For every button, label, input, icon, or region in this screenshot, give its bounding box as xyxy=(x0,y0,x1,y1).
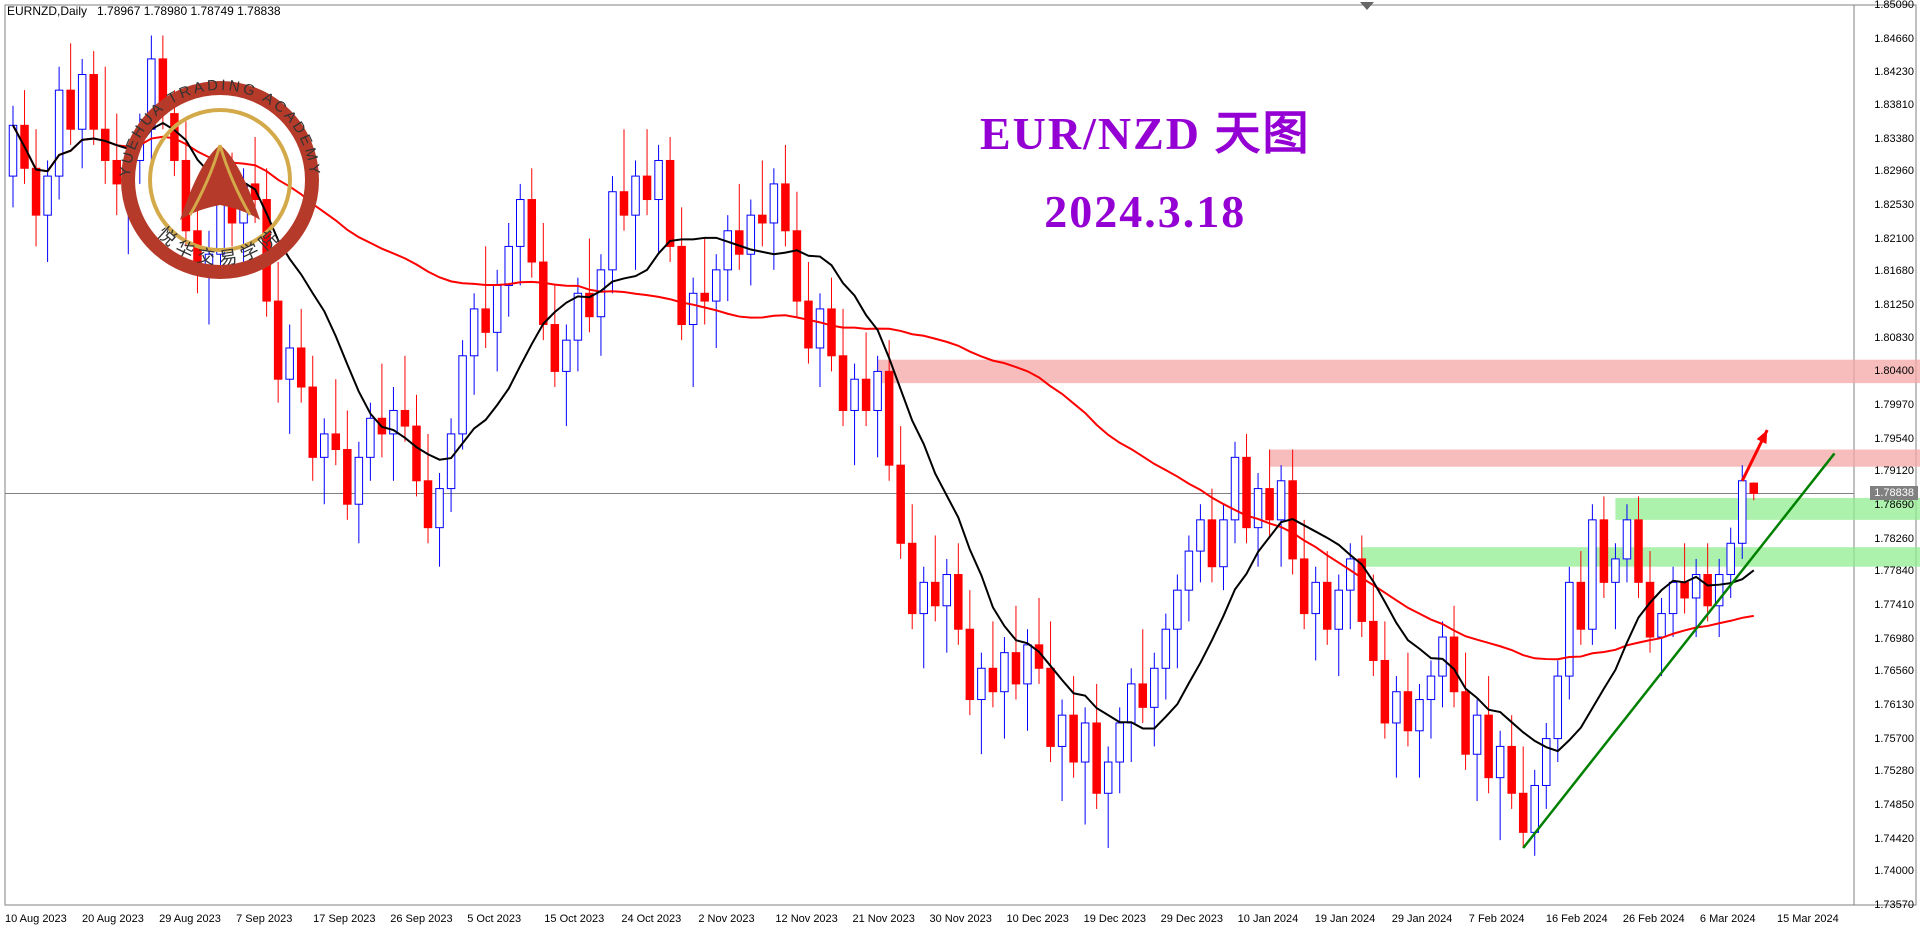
ohlc-label: 1.78967 1.78980 1.78749 1.78838 xyxy=(97,4,281,18)
x-tick-label: 10 Jan 2024 xyxy=(1238,913,1299,925)
x-tick-label: 10 Dec 2023 xyxy=(1007,913,1069,925)
x-tick-label: 29 Aug 2023 xyxy=(159,913,221,925)
y-tick-label: 1.76980 xyxy=(1874,633,1914,645)
candlestick-chart[interactable] xyxy=(0,0,1920,927)
x-tick-label: 20 Aug 2023 xyxy=(82,913,144,925)
x-tick-label: 19 Jan 2024 xyxy=(1315,913,1376,925)
x-tick-label: 6 Mar 2024 xyxy=(1700,913,1756,925)
y-tick-label: 1.81680 xyxy=(1874,265,1914,277)
y-tick-label: 1.74420 xyxy=(1874,833,1914,845)
x-tick-label: 7 Sep 2023 xyxy=(236,913,292,925)
x-tick-label: 5 Oct 2023 xyxy=(467,913,521,925)
x-tick-label: 16 Feb 2024 xyxy=(1546,913,1608,925)
x-tick-label: 15 Oct 2023 xyxy=(544,913,604,925)
y-tick-label: 1.85090 xyxy=(1874,0,1914,11)
y-tick-label: 1.83380 xyxy=(1874,133,1914,145)
symbol-label: EURNZD,Daily xyxy=(7,4,87,18)
y-axis: 1.85090 1.84660 1.84230 1.83810 1.83380 1.829… xyxy=(1856,0,1918,927)
x-tick-label: 21 Nov 2023 xyxy=(852,913,914,925)
y-tick-label: 1.76560 xyxy=(1874,665,1914,677)
y-tick-label: 1.75280 xyxy=(1874,765,1914,777)
y-tick-label: 1.84230 xyxy=(1874,66,1914,78)
x-tick-label: 19 Dec 2023 xyxy=(1084,913,1146,925)
x-tick-label: 12 Nov 2023 xyxy=(775,913,837,925)
x-tick-label: 29 Jan 2024 xyxy=(1392,913,1453,925)
y-tick-label: 1.76130 xyxy=(1874,699,1914,711)
y-tick-label: 1.74850 xyxy=(1874,799,1914,811)
y-tick-label: 1.79120 xyxy=(1874,465,1914,477)
y-tick-label: 1.84660 xyxy=(1874,33,1914,45)
x-tick-label: 26 Feb 2024 xyxy=(1623,913,1685,925)
x-tick-label: 24 Oct 2023 xyxy=(621,913,681,925)
y-tick-label: 1.81250 xyxy=(1874,299,1914,311)
y-tick-label: 1.74000 xyxy=(1874,865,1914,877)
x-tick-label: 15 Mar 2024 xyxy=(1777,913,1839,925)
y-tick-label: 1.80400 xyxy=(1874,365,1914,377)
y-tick-label: 1.79540 xyxy=(1874,433,1914,445)
y-tick-label: 1.77840 xyxy=(1874,565,1914,577)
y-tick-label: 1.78260 xyxy=(1874,533,1914,545)
x-tick-label: 26 Sep 2023 xyxy=(390,913,452,925)
x-tick-label: 30 Nov 2023 xyxy=(930,913,992,925)
y-tick-label: 1.83810 xyxy=(1874,99,1914,111)
chart-header: EURNZD,Daily 1.78967 1.78980 1.78749 1.7… xyxy=(2,1,286,21)
current-price-tag: 1.78838 xyxy=(1870,486,1918,500)
x-axis: 10 Aug 2023 20 Aug 2023 29 Aug 2023 7 Sep 2… xyxy=(0,907,1854,925)
y-tick-label: 1.79970 xyxy=(1874,399,1914,411)
y-tick-label: 1.75700 xyxy=(1874,733,1914,745)
y-tick-label: 1.78690 xyxy=(1874,499,1914,511)
y-tick-label: 1.77410 xyxy=(1874,599,1914,611)
y-tick-label: 1.82960 xyxy=(1874,165,1914,177)
x-tick-label: 17 Sep 2023 xyxy=(313,913,375,925)
y-tick-label: 1.82530 xyxy=(1874,199,1914,211)
x-tick-label: 2 Nov 2023 xyxy=(698,913,754,925)
x-tick-label: 10 Aug 2023 xyxy=(5,913,67,925)
y-tick-label: 1.82100 xyxy=(1874,233,1914,245)
y-tick-label: 1.73570 xyxy=(1874,899,1914,911)
x-tick-label: 7 Feb 2024 xyxy=(1469,913,1525,925)
x-tick-label: 29 Dec 2023 xyxy=(1161,913,1223,925)
chart-container: EURNZD,Daily 1.78967 1.78980 1.78749 1.7… xyxy=(0,0,1920,927)
y-tick-label: 1.80830 xyxy=(1874,332,1914,344)
